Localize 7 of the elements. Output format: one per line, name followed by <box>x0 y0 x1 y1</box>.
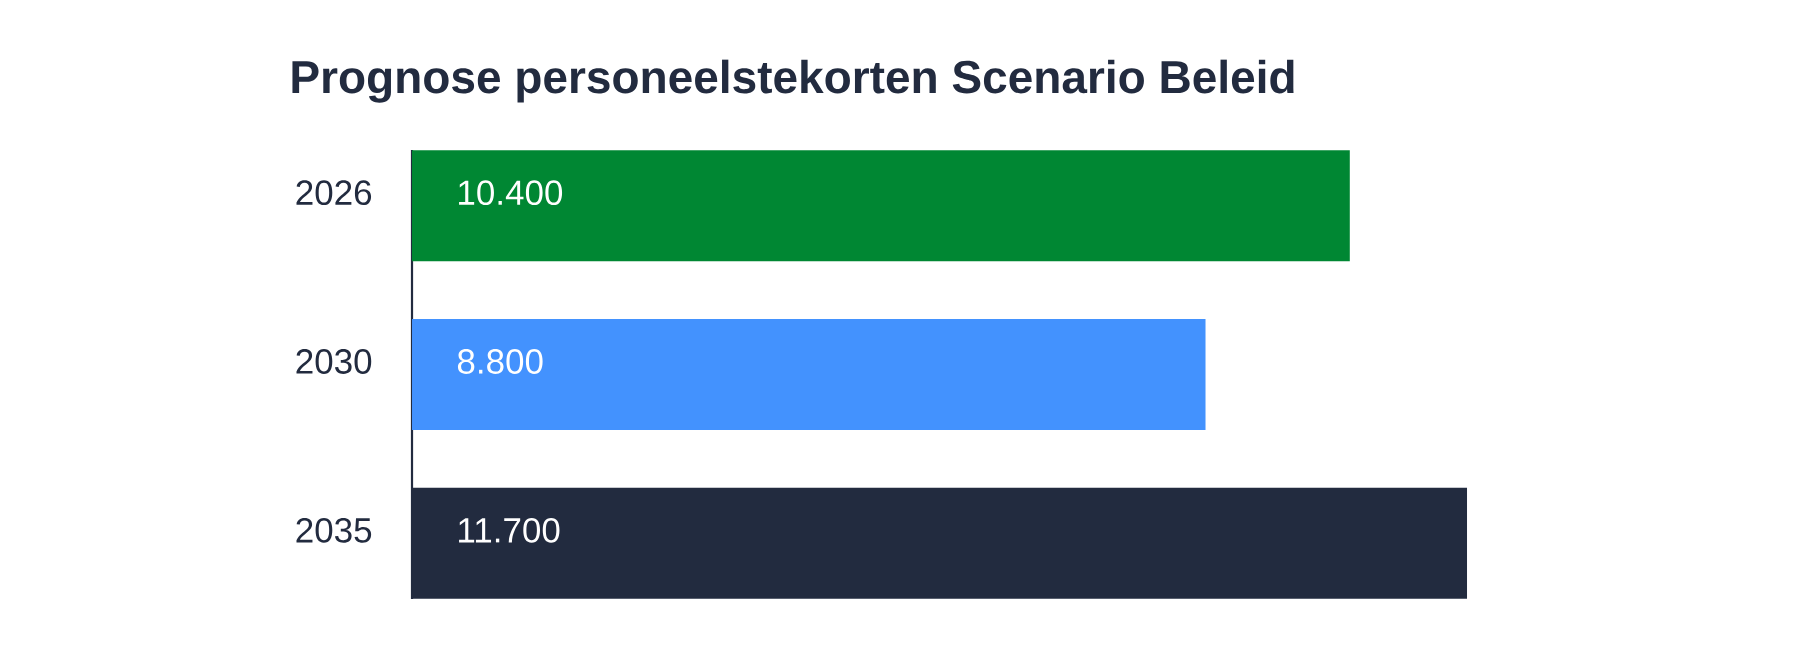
y-tick-label: 2035 <box>296 517 372 543</box>
y-tick-label: 2030 <box>296 349 372 374</box>
y-tick-label: 2026 <box>296 180 372 206</box>
data-label: 8.800 <box>457 349 543 374</box>
data-label: 11.700 <box>459 517 560 543</box>
data-label: 10.400 <box>459 180 563 206</box>
chart-title: Prognose personeelstekorten Scenario Beleid <box>292 59 1294 103</box>
